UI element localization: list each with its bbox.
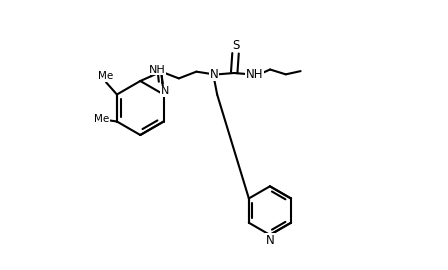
- Text: N: N: [210, 68, 218, 81]
- Text: NH: NH: [246, 68, 263, 81]
- Text: NH: NH: [149, 65, 166, 75]
- Text: Me: Me: [94, 114, 109, 124]
- Text: N: N: [266, 234, 274, 247]
- Text: Me: Me: [99, 71, 114, 82]
- Text: S: S: [232, 39, 239, 52]
- Text: N: N: [161, 86, 169, 96]
